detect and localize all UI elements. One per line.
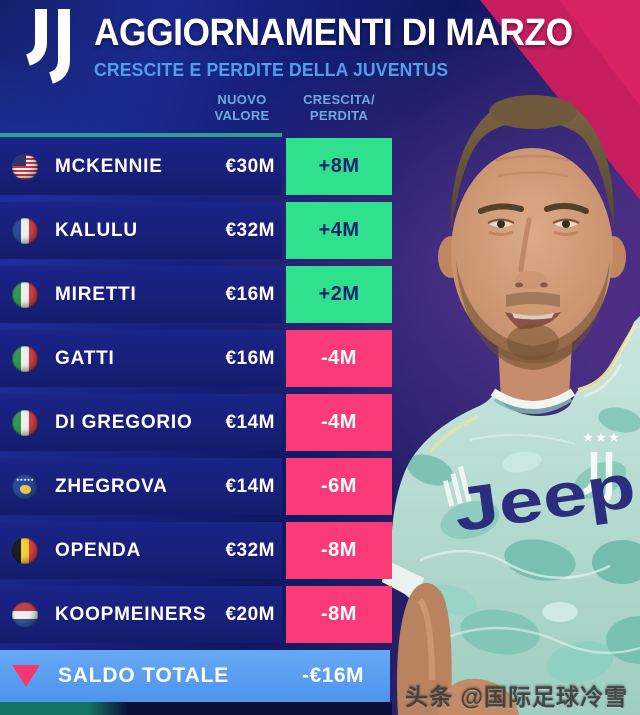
jersey	[391, 316, 640, 715]
player-value: €20M	[225, 603, 275, 625]
change-cell: +8M	[286, 138, 392, 195]
hand	[438, 678, 519, 715]
player-name: OPENDA	[55, 539, 142, 561]
page-title: AGGIORNAMENTI DI MARZO	[94, 12, 573, 54]
player-name: GATTI	[55, 347, 115, 369]
hair	[450, 95, 615, 232]
crest-stars: ★ ★ ★	[583, 432, 619, 444]
change-cell: -6M	[286, 458, 392, 515]
flag-icon	[12, 281, 38, 308]
juventus-crest-icon: ★ ★ ★	[582, 432, 619, 508]
total-balance-label: SALDO TOTALE	[58, 664, 229, 687]
player-value: €16M	[225, 283, 275, 305]
adidas-stripes-icon	[442, 466, 472, 507]
forearm	[397, 582, 452, 715]
flag-icon	[12, 153, 38, 180]
facial-features	[456, 154, 610, 370]
flag-icon	[12, 601, 38, 628]
header: AGGIORNAMENTI DI MARZO CRESCITE E PERDIT…	[94, 13, 609, 81]
change-cell: -8M	[286, 522, 392, 579]
watermark: 头条 @国际足球冷雪	[405, 684, 628, 710]
change-cell: -4M	[286, 394, 392, 451]
change-cell: +2M	[286, 266, 392, 323]
change-cell: +4M	[286, 202, 392, 259]
table-row: ZHEGROVA €14M -6M	[0, 458, 392, 515]
shoulder-piping	[428, 324, 637, 454]
column-header-new-value: NUOVO VALORE	[214, 92, 270, 123]
player-name: KOOPMEINERS	[55, 603, 207, 625]
player-value: €30M	[225, 155, 275, 177]
hair-fringe	[489, 95, 577, 129]
table-row: MIRETTI €16M +2M	[0, 266, 392, 323]
triangle-down-icon	[12, 665, 40, 687]
table-row: KOOPMEINERS €20M -8M	[0, 586, 392, 643]
flag-icon	[12, 473, 38, 500]
flag-icon	[12, 345, 38, 372]
player-value: €32M	[225, 539, 275, 561]
column-header-change: CRESCITA/ PERDITA	[303, 92, 375, 123]
collar	[490, 388, 576, 414]
player-value: €16M	[225, 347, 275, 369]
table-row: MCKENNIE €30M +8M	[0, 133, 392, 195]
table-row: OPENDA €32M -8M	[0, 522, 392, 579]
beard	[456, 260, 610, 370]
flag-icon	[12, 537, 38, 564]
face	[451, 148, 613, 356]
total-balance-bar: SALDO TOTALE -€16M	[0, 650, 390, 702]
table-row: KALULU €32M +4M	[0, 202, 392, 259]
juventus-logo	[25, 9, 70, 84]
flag-icon	[12, 217, 38, 244]
player-name: DI GREGORIO	[55, 411, 193, 433]
change-cell: -4M	[286, 330, 392, 387]
player-value: €32M	[225, 219, 275, 241]
total-balance-value: -€16M	[301, 664, 364, 687]
change-cell: -8M	[286, 586, 392, 643]
table-row: DI GREGORIO €14M -4M	[0, 394, 392, 451]
page-subtitle: CRESCITE E PERDITE DELLA JUVENTUS	[94, 59, 449, 80]
player-value: €14M	[225, 411, 275, 433]
sleeve-cuff	[382, 560, 424, 600]
bottom-strip	[0, 702, 392, 715]
flag-icon	[12, 409, 38, 436]
table-row: GATTI €16M -4M	[0, 330, 392, 387]
player-name: MIRETTI	[55, 283, 137, 305]
player-value: €14M	[225, 475, 275, 497]
player-name: KALULU	[55, 219, 138, 241]
player-name: MCKENNIE	[55, 155, 163, 177]
player-name: ZHEGROVA	[55, 475, 168, 497]
